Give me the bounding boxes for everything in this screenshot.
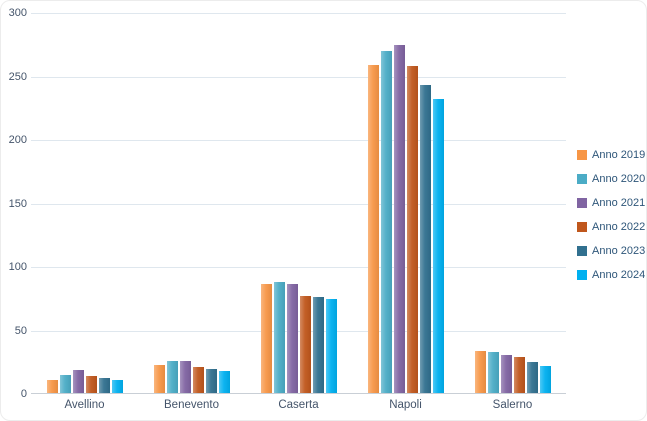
bar-avellino-anno-2023 <box>98 377 110 394</box>
bar-benevento-anno-2022 <box>192 367 204 394</box>
bar-napoli-anno-2020 <box>380 51 392 394</box>
gridline <box>31 267 566 268</box>
legend-label: Anno 2023 <box>592 245 646 257</box>
legend-swatch-icon <box>577 246 587 256</box>
legend-item-anno-2023: Anno 2023 <box>577 239 645 263</box>
bar-group-napoli <box>352 13 459 394</box>
legend-item-anno-2021: Anno 2021 <box>577 191 645 215</box>
legend-swatch-icon <box>577 174 587 184</box>
legend-item-anno-2019: Anno 2019 <box>577 143 645 167</box>
bar-benevento-anno-2021 <box>179 360 191 394</box>
bar-benevento-anno-2019 <box>153 364 165 394</box>
legend-swatch-icon <box>577 150 587 160</box>
bar-avellino-anno-2020 <box>59 374 71 394</box>
y-axis-tick-label: 150 <box>8 197 27 210</box>
bar-caserta-anno-2020 <box>273 282 285 394</box>
bar-caserta-anno-2019 <box>260 283 272 394</box>
category-label-napoli: Napoli <box>389 399 422 411</box>
bar-napoli-anno-2023 <box>419 85 431 394</box>
legend-label: Anno 2019 <box>592 149 646 161</box>
bar-napoli-anno-2021 <box>393 44 405 394</box>
x-axis: Avellino Benevento Caserta Napoli Salerno <box>31 399 566 411</box>
legend-swatch-icon <box>577 270 587 280</box>
bar-salerno-anno-2024 <box>539 366 551 394</box>
y-axis-tick-label: 50 <box>14 324 27 337</box>
bar-napoli-anno-2019 <box>367 65 379 394</box>
bar-benevento-anno-2023 <box>205 368 217 394</box>
bar-benevento-anno-2024 <box>218 371 230 394</box>
bar-napoli-anno-2024 <box>432 99 444 394</box>
y-axis: 0 50 100 150 200 250 300 <box>1 1 27 420</box>
bar-benevento-anno-2020 <box>166 360 178 394</box>
legend-swatch-icon <box>577 198 587 208</box>
y-axis-tick-label: 250 <box>8 70 27 83</box>
category-label-benevento: Benevento <box>164 399 219 411</box>
y-axis-tick-label: 100 <box>8 261 27 273</box>
legend-label: Anno 2024 <box>592 269 646 281</box>
bar-group-benevento <box>138 13 245 394</box>
bar-avellino-anno-2022 <box>85 376 97 394</box>
legend: Anno 2019 Anno 2020 Anno 2021 Anno 2022 Anno… <box>577 143 645 287</box>
legend-label: Anno 2022 <box>592 221 646 233</box>
legend-label: Anno 2021 <box>592 197 646 209</box>
bar-caserta-anno-2021 <box>286 283 298 394</box>
legend-item-anno-2024: Anno 2024 <box>577 263 645 287</box>
bar-group-salerno <box>459 13 566 394</box>
bar-salerno-anno-2021 <box>500 354 512 394</box>
y-axis-tick-label: 0 <box>20 388 27 400</box>
bar-avellino-anno-2021 <box>72 369 84 394</box>
bar-salerno-anno-2020 <box>487 352 499 394</box>
bar-salerno-anno-2023 <box>526 362 538 394</box>
bar-avellino-anno-2024 <box>111 380 123 394</box>
gridline <box>31 13 566 14</box>
plot-area <box>31 13 566 394</box>
bar-avellino-anno-2019 <box>46 380 58 394</box>
bar-napoli-anno-2022 <box>406 66 418 394</box>
legend-item-anno-2020: Anno 2020 <box>577 167 645 191</box>
x-axis-line <box>31 393 566 394</box>
category-label-avellino: Avellino <box>64 399 105 411</box>
y-axis-tick-label: 300 <box>8 7 27 19</box>
bar-groups-container <box>31 13 566 394</box>
legend-item-anno-2022: Anno 2022 <box>577 215 645 239</box>
category-label-caserta: Caserta <box>278 399 319 411</box>
bar-caserta-anno-2022 <box>299 296 311 394</box>
bar-caserta-anno-2024 <box>325 298 337 394</box>
legend-swatch-icon <box>577 222 587 232</box>
gridline <box>31 140 566 141</box>
y-axis-tick-label: 200 <box>8 134 27 146</box>
bar-salerno-anno-2022 <box>513 357 525 394</box>
gridline <box>31 330 566 332</box>
bar-caserta-anno-2023 <box>312 297 324 394</box>
gridline <box>31 76 566 78</box>
category-label-salerno: Salerno <box>492 399 533 411</box>
legend-label: Anno 2020 <box>592 173 646 185</box>
bar-group-caserta <box>245 13 352 394</box>
bar-salerno-anno-2019 <box>474 350 486 394</box>
bar-group-avellino <box>31 13 138 394</box>
gridline <box>31 203 566 205</box>
